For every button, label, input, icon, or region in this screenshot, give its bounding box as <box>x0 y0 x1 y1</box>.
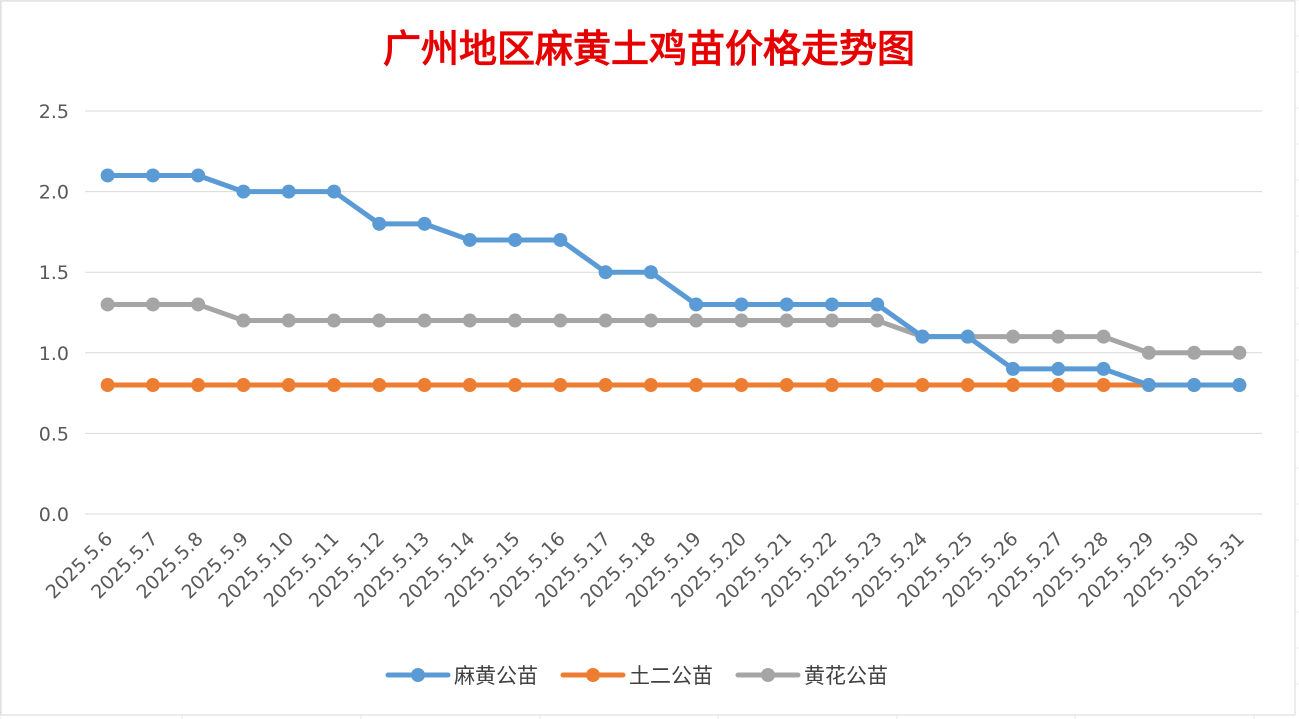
series-line <box>105 301 1242 356</box>
data-point <box>915 378 930 393</box>
data-point <box>870 378 885 393</box>
data-point <box>1096 378 1111 393</box>
data-point <box>191 297 206 312</box>
data-point <box>417 378 432 393</box>
y-tick-label: 1.5 <box>39 262 69 284</box>
data-point <box>372 216 387 231</box>
data-point <box>1051 329 1066 344</box>
data-point <box>553 232 568 247</box>
data-point <box>191 168 206 183</box>
data-point <box>734 313 749 328</box>
series-layer <box>100 168 1247 393</box>
data-point <box>100 378 115 393</box>
data-point <box>372 378 387 393</box>
data-point <box>734 378 749 393</box>
data-point <box>870 313 885 328</box>
data-point <box>643 313 658 328</box>
data-point <box>779 378 794 393</box>
data-point <box>508 378 523 393</box>
data-point <box>1096 329 1111 344</box>
legend-item: 麻黄公苗 <box>385 664 538 688</box>
legend-swatch-marker <box>761 668 775 682</box>
data-point <box>779 313 794 328</box>
data-point <box>100 297 115 312</box>
data-point <box>281 378 296 393</box>
data-point <box>145 168 160 183</box>
legend-swatch-marker <box>411 668 425 682</box>
data-point <box>145 297 160 312</box>
data-point <box>191 378 206 393</box>
data-point <box>824 313 839 328</box>
data-point <box>870 297 885 312</box>
data-point <box>326 313 341 328</box>
data-point <box>372 313 387 328</box>
data-point <box>1232 345 1247 360</box>
data-point <box>960 329 975 344</box>
series-1 <box>100 168 1247 393</box>
chart-title: 广州地区麻黄土鸡苗价格走势图 <box>383 26 915 71</box>
data-point <box>598 313 613 328</box>
data-point <box>689 378 704 393</box>
series-3 <box>100 297 1247 360</box>
data-point <box>1141 378 1156 393</box>
data-point <box>1006 361 1021 376</box>
data-point <box>1141 345 1156 360</box>
legend-label: 麻黄公苗 <box>454 664 538 688</box>
data-point <box>1051 378 1066 393</box>
data-point <box>598 378 613 393</box>
y-tick-label: 0.5 <box>39 423 69 445</box>
data-point <box>734 297 749 312</box>
data-point <box>1232 378 1247 393</box>
y-tick-label: 2.5 <box>39 101 69 123</box>
data-point <box>281 184 296 199</box>
data-point <box>145 378 160 393</box>
data-point <box>1006 378 1021 393</box>
data-point <box>1051 361 1066 376</box>
data-point <box>326 184 341 199</box>
data-point <box>779 297 794 312</box>
data-point <box>236 313 251 328</box>
legend-item: 黄花公苗 <box>735 664 888 688</box>
data-point <box>689 297 704 312</box>
data-point <box>824 297 839 312</box>
legend: 麻黄公苗 土二公苗 黄花公苗 <box>385 664 888 688</box>
data-point <box>915 329 930 344</box>
data-point <box>326 378 341 393</box>
data-point <box>689 313 704 328</box>
data-point <box>417 216 432 231</box>
data-point <box>960 378 975 393</box>
legend-label: 黄花公苗 <box>804 664 888 688</box>
data-point <box>100 168 115 183</box>
y-tick-label: 1.0 <box>39 343 69 365</box>
data-point <box>643 265 658 280</box>
data-point <box>462 313 477 328</box>
y-axis: 0.0 0.5 1.0 1.5 2.0 2.5 <box>39 101 69 526</box>
y-tick-label: 0.0 <box>39 504 69 526</box>
data-point <box>462 232 477 247</box>
data-point <box>508 313 523 328</box>
data-point <box>1187 378 1202 393</box>
data-point <box>508 232 523 247</box>
legend-item: 土二公苗 <box>560 664 713 688</box>
data-point <box>1006 329 1021 344</box>
data-point <box>643 378 658 393</box>
data-point <box>417 313 432 328</box>
legend-swatch-marker <box>586 668 600 682</box>
data-point <box>236 184 251 199</box>
data-point <box>281 313 296 328</box>
data-point <box>1096 361 1111 376</box>
series-line <box>105 172 1242 388</box>
data-point <box>824 378 839 393</box>
data-point <box>553 378 568 393</box>
data-point <box>462 378 477 393</box>
data-point <box>598 265 613 280</box>
data-point <box>553 313 568 328</box>
legend-label: 土二公苗 <box>629 664 713 688</box>
y-tick-label: 2.0 <box>39 182 69 204</box>
data-point <box>1187 345 1202 360</box>
data-point <box>236 378 251 393</box>
